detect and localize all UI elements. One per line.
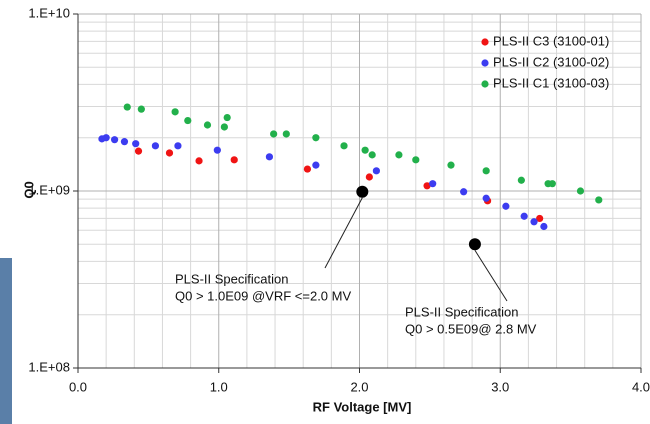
annotation-arrow	[474, 250, 508, 302]
point	[132, 140, 140, 148]
point	[123, 103, 131, 111]
point	[184, 116, 192, 125]
point	[265, 153, 274, 161]
legend-marker	[481, 38, 489, 46]
annotation-arrow	[324, 197, 363, 269]
point	[303, 165, 312, 173]
point	[171, 108, 179, 116]
point	[174, 142, 182, 150]
y-axis-label: Q0	[21, 181, 36, 198]
point	[110, 136, 119, 144]
point	[372, 167, 380, 175]
x-axis-label: RF Voltage [MV]	[313, 399, 412, 414]
x-tick-label: 4.0	[632, 379, 650, 394]
point	[395, 151, 403, 159]
point	[213, 146, 221, 154]
point	[412, 156, 420, 164]
legend-marker	[481, 59, 489, 67]
y-tick-label: 1.E+08	[28, 359, 70, 374]
point	[282, 130, 290, 138]
point	[548, 180, 556, 188]
spec-point	[356, 185, 369, 198]
point	[102, 134, 110, 142]
point	[482, 167, 490, 175]
legend-label: PLS-II C2 (3100-02)	[493, 54, 609, 69]
point	[482, 194, 490, 202]
point	[270, 130, 278, 138]
y-tick-label: 1.E+10	[28, 5, 70, 20]
point	[517, 176, 525, 184]
point	[203, 121, 212, 129]
point	[540, 222, 548, 231]
spec-point	[468, 238, 481, 251]
x-tick-label: 1.0	[210, 379, 228, 394]
point	[502, 202, 510, 210]
point	[223, 113, 231, 122]
point	[447, 161, 455, 169]
point	[134, 147, 143, 155]
point	[137, 105, 145, 113]
point	[368, 151, 376, 159]
point	[151, 142, 160, 150]
point	[536, 214, 544, 223]
legend-label: PLS-II C1 (3100-03)	[493, 75, 609, 90]
annotation-text: PLS-II Specification	[405, 304, 518, 319]
point	[165, 149, 174, 157]
x-tick-label: 3.0	[491, 379, 509, 394]
annotation-text: Q0 > 1.0E09 @VRF <=2.0 MV	[175, 288, 351, 303]
point	[340, 142, 348, 150]
point	[312, 134, 320, 142]
legend-marker	[481, 80, 489, 88]
point	[520, 212, 528, 220]
point	[530, 218, 538, 226]
point	[595, 196, 603, 204]
annotation-text: PLS-II Specification	[175, 271, 288, 286]
x-tick-label: 0.0	[69, 379, 87, 394]
legend-label: PLS-II C3 (3100-01)	[493, 33, 609, 48]
point	[576, 187, 585, 195]
point	[195, 157, 203, 165]
point	[429, 180, 437, 188]
photo-fragment	[0, 258, 12, 424]
point	[120, 138, 129, 146]
point	[230, 156, 238, 164]
point	[312, 161, 320, 169]
point	[361, 146, 369, 154]
point	[365, 173, 373, 181]
annotation-text: Q0 > 0.5E09@ 2.8 MV	[405, 321, 537, 336]
point	[220, 123, 228, 131]
point	[423, 182, 431, 190]
x-tick-label: 2.0	[350, 379, 368, 394]
point	[460, 188, 468, 196]
y-tick-label: 1.E+09	[28, 182, 70, 197]
